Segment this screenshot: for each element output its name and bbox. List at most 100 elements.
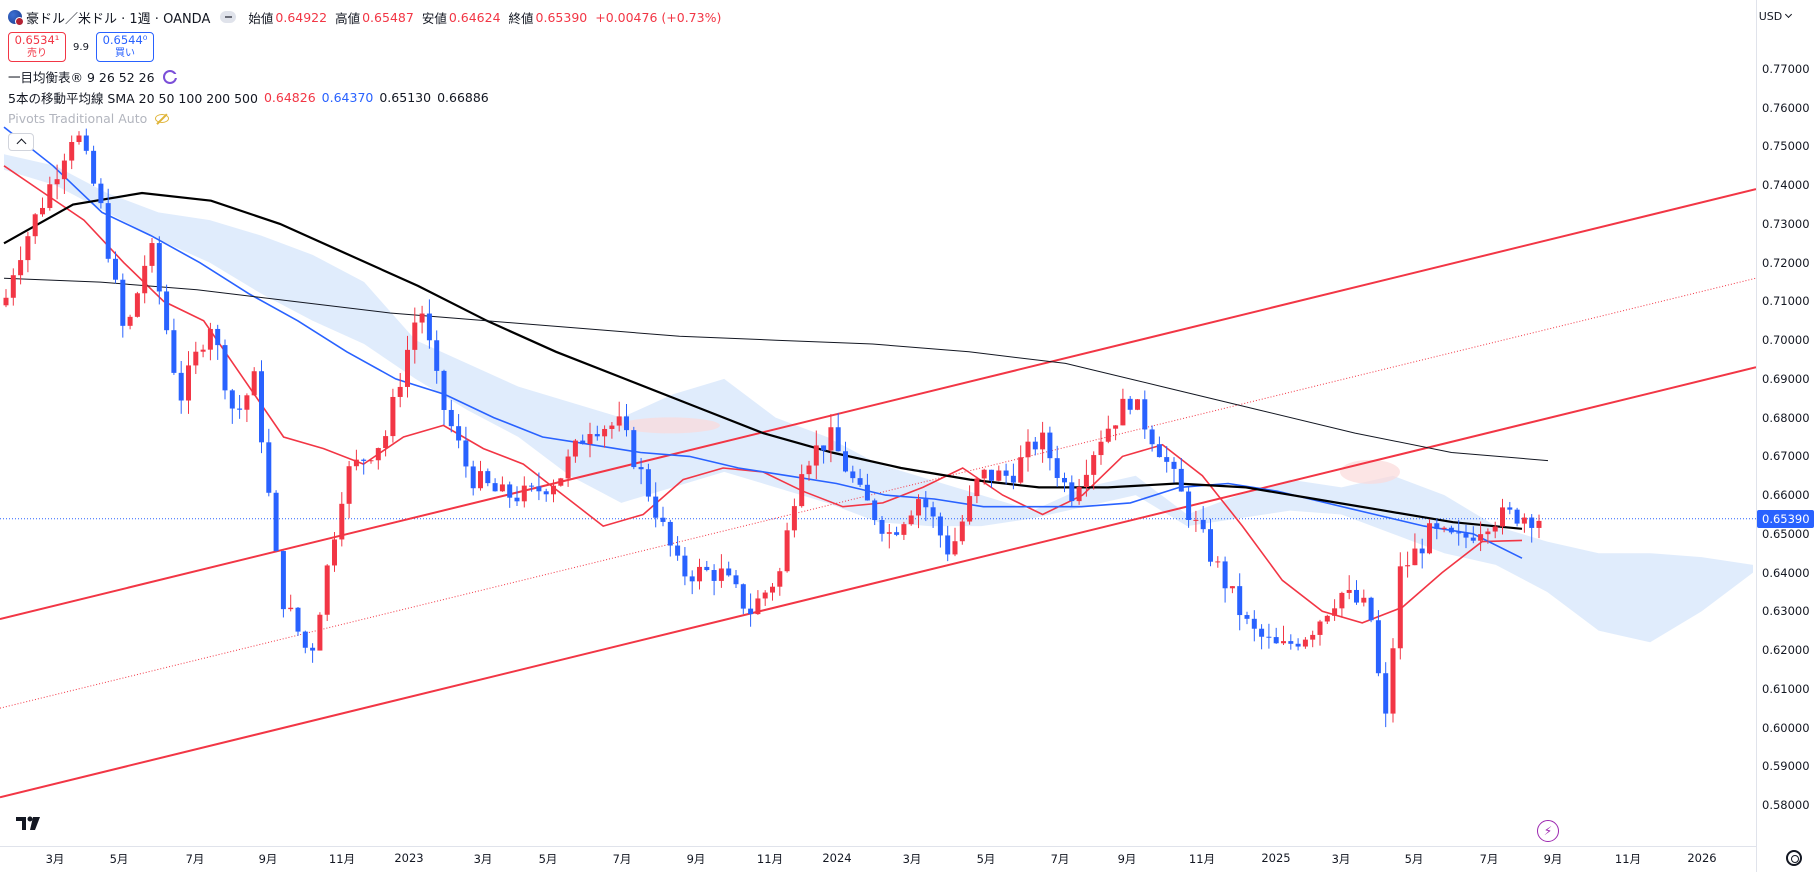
candle-body [113, 258, 118, 280]
candle-body [149, 243, 155, 266]
candle-body [492, 483, 498, 492]
candle-body [1164, 457, 1170, 462]
price-tick-label: 0.66000 [1762, 488, 1810, 503]
candle-body [10, 275, 16, 298]
candle-body [1266, 636, 1272, 638]
sma-legend[interactable]: 5本の移動平均線 SMA 20 50 100 200 500 0.64826 0… [8, 87, 729, 108]
pivots-legend[interactable]: Pivots Traditional Auto [8, 108, 729, 129]
price-axis[interactable] [1756, 0, 1818, 872]
sma200-value: 0.66886 [437, 90, 489, 105]
candle-body [207, 328, 213, 350]
candle-body [1470, 537, 1476, 541]
candle-body [1478, 534, 1484, 541]
candle-body [295, 607, 301, 632]
candle-body [937, 516, 943, 536]
buy-button[interactable]: 0.6544⁰ 買い [96, 32, 154, 62]
current-price-tag: 0.65390 [1757, 509, 1814, 528]
symbol-title[interactable]: 豪ドル／米ドル · 1週 · OANDA [26, 11, 211, 27]
candle-body [361, 459, 367, 461]
candle-body [718, 568, 724, 581]
price-tick-label: 0.75000 [1762, 139, 1810, 154]
candle-body [580, 440, 586, 445]
spread-value: 9.9 [73, 41, 89, 53]
candle-body [1062, 477, 1067, 483]
candle-body [405, 349, 410, 387]
candle-body [463, 440, 469, 467]
candle-body [1047, 432, 1053, 459]
candle-body [872, 500, 878, 521]
candle-body [1010, 475, 1016, 483]
alert-bolt-icon[interactable] [1537, 820, 1559, 842]
candle-body [1135, 399, 1140, 410]
ichimoku-cloud-bear [620, 417, 720, 434]
candle-body [244, 395, 250, 410]
candle-body [434, 340, 440, 371]
candle-body [98, 183, 104, 204]
candle-body [222, 345, 228, 391]
time-axis[interactable] [0, 846, 1756, 872]
settings-gear-icon[interactable] [1786, 850, 1802, 866]
low-value: 0.64624 [448, 9, 501, 25]
price-chart[interactable] [0, 0, 1756, 846]
collapse-minus-icon[interactable] [220, 11, 237, 23]
candle-body [1178, 468, 1184, 492]
sell-button[interactable]: 0.6534¹ 売り [8, 32, 66, 62]
change-value: +0.00476 (+0.73%) [595, 9, 722, 25]
tradingview-logo-icon[interactable] [16, 814, 46, 832]
candle-body [324, 565, 330, 615]
candle-body [791, 506, 797, 531]
candle-body [1083, 474, 1089, 487]
candle-body [624, 416, 629, 431]
buy-label: 買い [115, 48, 135, 59]
refresh-icon[interactable] [162, 69, 178, 84]
candle-body [1412, 548, 1418, 566]
candle-body [689, 576, 695, 582]
candle-body [280, 551, 286, 610]
candle-body [908, 515, 914, 525]
candle-body [1105, 428, 1111, 442]
candle-body [616, 416, 622, 426]
candle-body [1281, 641, 1286, 644]
candle-body [923, 499, 929, 508]
candle-body [1259, 628, 1265, 637]
candle-body [536, 486, 542, 492]
price-tick-label: 0.64000 [1762, 565, 1810, 580]
sma100-value: 0.65130 [379, 90, 432, 105]
price-tick-label: 0.67000 [1762, 449, 1810, 464]
candle-body [1229, 586, 1235, 589]
candle-body [799, 474, 805, 507]
candle-body [704, 566, 710, 571]
time-tick-label: 11月 [1614, 852, 1642, 866]
eye-off-icon[interactable] [155, 114, 170, 123]
price-tick-label: 0.61000 [1762, 681, 1810, 696]
ichimoku-legend[interactable]: 一目均衡表® 9 26 52 26 [8, 66, 729, 87]
channel-lower-line [0, 366, 1756, 799]
collapse-legend-button[interactable] [8, 133, 34, 151]
time-tick-label: 3月 [1331, 852, 1351, 866]
candle-body [310, 647, 316, 651]
candle-body [996, 470, 1002, 481]
time-tick-label: 7月 [1479, 852, 1499, 866]
time-tick-label: 3月 [902, 852, 922, 866]
candle-body [83, 135, 89, 151]
candle-body [660, 517, 666, 522]
candle-body [740, 584, 746, 609]
candle-body [499, 484, 505, 492]
open-label: 始値 [248, 10, 274, 26]
candle-body [368, 460, 374, 462]
candle-body [339, 503, 345, 540]
currency-selector[interactable]: USD [1758, 6, 1792, 26]
candle-body [1120, 398, 1126, 426]
sma20-value: 0.64826 [263, 90, 316, 105]
candle-body [645, 469, 651, 497]
candle-body [1310, 634, 1316, 640]
candle-body [47, 184, 53, 208]
candle-body [1507, 507, 1513, 510]
time-tick-label: 7月 [185, 852, 205, 866]
candle-body [521, 485, 527, 502]
candle-body [1076, 486, 1082, 502]
candle-body [1200, 519, 1206, 530]
candle-body [105, 203, 111, 259]
candle-body [54, 179, 60, 185]
